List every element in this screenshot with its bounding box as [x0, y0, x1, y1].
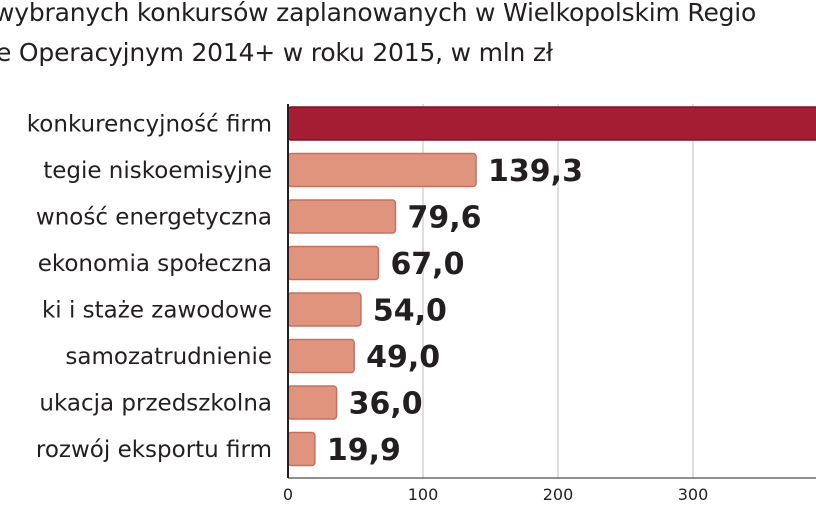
value-label-3: 67,0	[390, 247, 464, 282]
category-label-0: konkurencyjność firm	[27, 112, 272, 138]
category-label-3: ekonomia społeczna	[38, 251, 272, 277]
value-label-4: 54,0	[373, 294, 447, 329]
x-tick-label-0: 0	[283, 485, 293, 504]
value-label-1: 139,3	[488, 154, 583, 189]
category-label-2: wność energetyczna	[36, 205, 272, 231]
category-label-7: rozwój eksportu firm	[36, 437, 272, 463]
x-tick-label-200: 200	[543, 485, 574, 504]
bar-2	[287, 199, 397, 234]
bar-6	[287, 385, 338, 420]
value-label-2: 79,6	[407, 201, 481, 236]
bar-5	[287, 338, 355, 374]
chart-title-line-2: e Operacyjnym 2014+ w roku 2015, w mln z…	[0, 38, 553, 67]
value-label-6: 36,0	[349, 387, 423, 422]
bar-7	[287, 431, 316, 467]
category-label-1: tegie niskoemisyjne	[43, 158, 272, 184]
bar-3	[287, 245, 380, 281]
bar-4	[287, 292, 362, 327]
x-tick-label-300: 300	[678, 485, 709, 504]
bar-0	[287, 106, 816, 141]
category-label-6: ukacja przedszkolna	[39, 391, 272, 417]
category-label-4: ki i staże zawodowe	[42, 298, 272, 324]
chart-title-line-1: wybranych konkursów zaplanowanych w Wiel…	[0, 0, 757, 27]
x-tick-label-100: 100	[408, 485, 439, 504]
category-label-5: samozatrudnienie	[65, 344, 272, 370]
value-label-5: 49,0	[366, 340, 440, 375]
bar-1	[287, 152, 477, 188]
value-label-7: 19,9	[327, 433, 401, 468]
